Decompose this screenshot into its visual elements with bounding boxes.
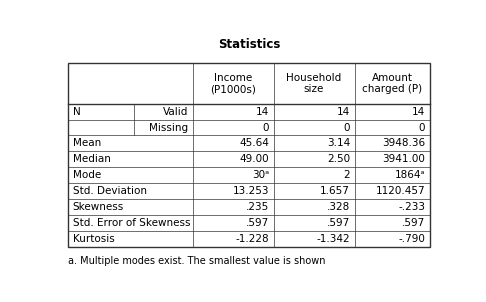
Text: 0: 0 xyxy=(344,123,350,133)
Text: 30ᵃ: 30ᵃ xyxy=(252,170,269,180)
Text: 1120.457: 1120.457 xyxy=(376,186,425,196)
Text: 3948.36: 3948.36 xyxy=(382,138,425,148)
Text: -.233: -.233 xyxy=(399,202,425,212)
Text: Std. Deviation: Std. Deviation xyxy=(73,186,147,196)
Text: 2.50: 2.50 xyxy=(327,154,350,164)
Text: -.790: -.790 xyxy=(399,234,425,244)
Text: .597: .597 xyxy=(246,218,269,228)
Text: Household
size: Household size xyxy=(286,72,342,94)
Bar xyxy=(68,63,430,247)
Text: .597: .597 xyxy=(402,218,425,228)
Text: Amount
charged (P): Amount charged (P) xyxy=(362,72,422,94)
Text: .597: .597 xyxy=(327,218,350,228)
Text: a. Multiple modes exist. The smallest value is shown: a. Multiple modes exist. The smallest va… xyxy=(68,256,326,266)
Text: .328: .328 xyxy=(327,202,350,212)
Text: Valid: Valid xyxy=(163,107,188,117)
Text: 14: 14 xyxy=(256,107,269,117)
Text: Missing: Missing xyxy=(149,123,188,133)
Text: 3.14: 3.14 xyxy=(327,138,350,148)
Text: N: N xyxy=(73,107,81,117)
Text: 49.00: 49.00 xyxy=(240,154,269,164)
Text: Kurtosis: Kurtosis xyxy=(73,234,115,244)
Text: 14: 14 xyxy=(337,107,350,117)
Text: 0: 0 xyxy=(419,123,425,133)
Text: 2: 2 xyxy=(344,170,350,180)
Text: 1.657: 1.657 xyxy=(320,186,350,196)
Text: 13.253: 13.253 xyxy=(232,186,269,196)
Text: 3941.00: 3941.00 xyxy=(382,154,425,164)
Text: -1.228: -1.228 xyxy=(235,234,269,244)
Text: Income
(P1000s): Income (P1000s) xyxy=(210,72,256,94)
Text: Std. Error of Skewness: Std. Error of Skewness xyxy=(73,218,191,228)
Text: Mode: Mode xyxy=(73,170,101,180)
Text: -1.342: -1.342 xyxy=(316,234,350,244)
Text: 1864ᵃ: 1864ᵃ xyxy=(395,170,425,180)
Text: Skewness: Skewness xyxy=(73,202,124,212)
Text: .235: .235 xyxy=(246,202,269,212)
Text: 45.64: 45.64 xyxy=(239,138,269,148)
Text: 0: 0 xyxy=(262,123,269,133)
Text: 14: 14 xyxy=(412,107,425,117)
Text: Mean: Mean xyxy=(73,138,101,148)
Text: Median: Median xyxy=(73,154,111,164)
Text: Statistics: Statistics xyxy=(218,38,280,51)
